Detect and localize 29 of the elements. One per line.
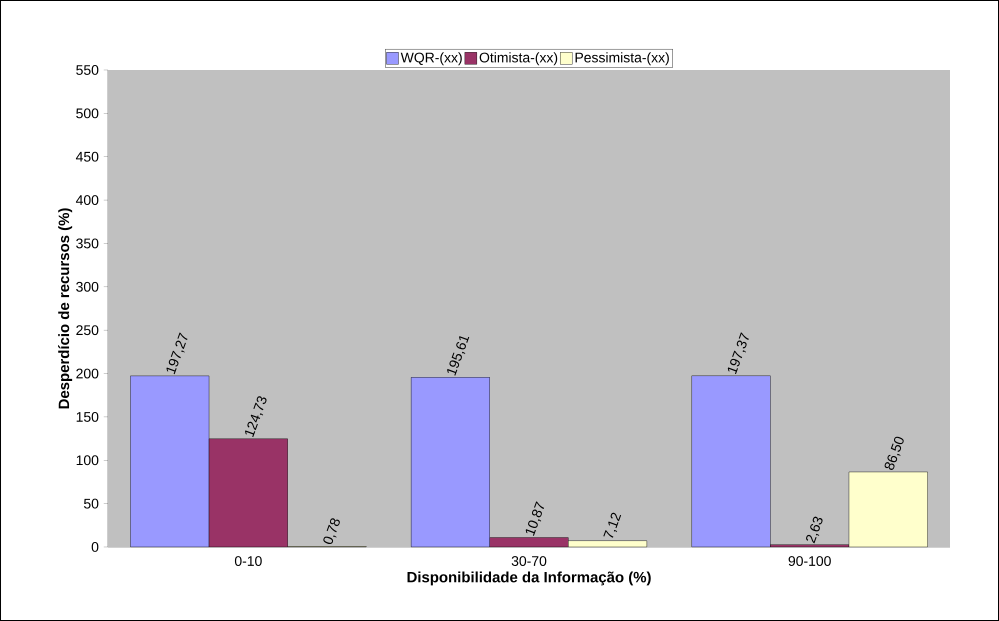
y-axis-title: Desperdício de recursos (%) xyxy=(58,208,72,408)
y-tick-label: 300 xyxy=(76,282,98,292)
data-label: 10,87 xyxy=(526,501,544,536)
y-tick-label: 200 xyxy=(76,368,98,378)
x-tick-label: 0-10 xyxy=(234,556,262,566)
legend-label: WQR-(xx) xyxy=(400,52,462,66)
y-tick-label: 400 xyxy=(76,195,98,206)
y-tick-label: 350 xyxy=(76,238,98,248)
legend-label: Pessimista-(xx) xyxy=(576,52,669,66)
data-label: 195,61 xyxy=(447,336,470,376)
legend-label: Otimista-(xx) xyxy=(480,52,558,66)
y-tick-label: 500 xyxy=(76,108,98,118)
data-label: 124,73 xyxy=(245,396,267,438)
data-label: 0,78 xyxy=(323,518,340,544)
data-label: 2,63 xyxy=(806,516,823,544)
data-label: 197,37 xyxy=(728,332,749,374)
y-tick-label: 100 xyxy=(76,455,98,466)
x-tick-label: 90-100 xyxy=(788,556,831,566)
data-label: 197,27 xyxy=(166,332,188,374)
y-tick-label: 50 xyxy=(84,498,98,509)
x-axis-title: Disponibilidade da Informação (%) xyxy=(408,571,651,586)
y-tick-label: 550 xyxy=(76,65,98,75)
y-tick-label: 250 xyxy=(76,325,98,336)
data-label: 86,50 xyxy=(884,436,904,470)
data-label: 7,12 xyxy=(603,512,622,538)
y-tick-label: 450 xyxy=(76,152,98,162)
y-tick-label: 150 xyxy=(76,412,98,422)
y-tick-label: 0 xyxy=(92,542,98,552)
x-tick-label: 30-70 xyxy=(512,556,546,566)
